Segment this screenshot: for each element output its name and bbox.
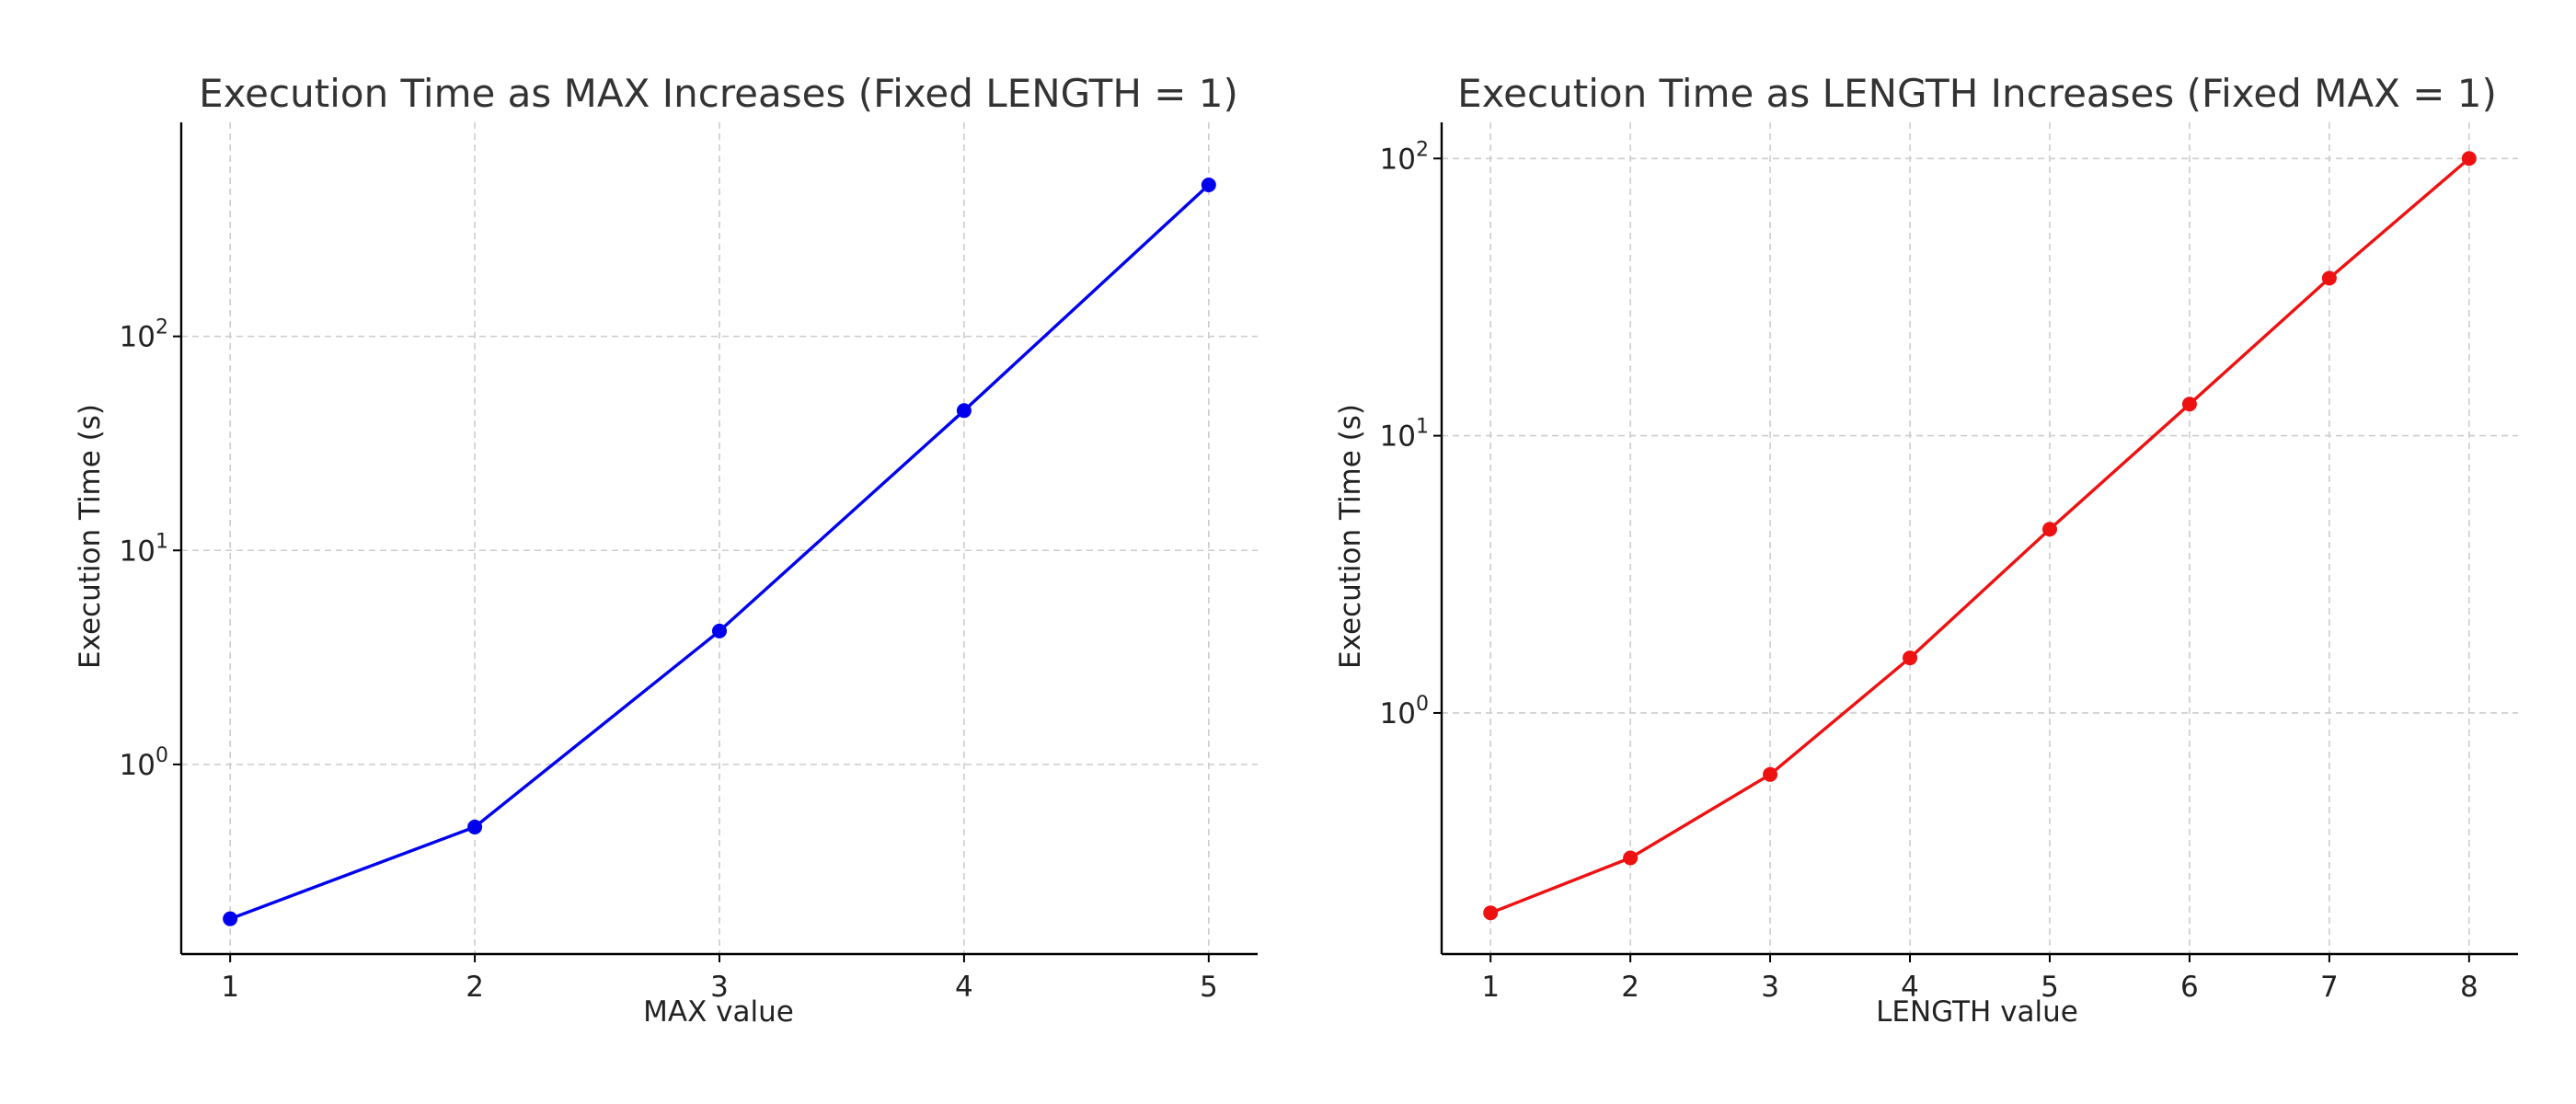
y-tick-label: 100: [120, 744, 168, 782]
x-tick-label: 3: [1761, 971, 1779, 1004]
x-tick-label: 1: [1481, 971, 1500, 1004]
x-axis-label: MAX value: [643, 995, 794, 1029]
data-point: [223, 911, 238, 926]
data-point: [1201, 178, 1216, 193]
y-tick-exponent: 2: [155, 316, 168, 339]
y-tick-exponent: 1: [155, 530, 168, 553]
chart-length: Execution Time as LENGTH Increases (Fixe…: [1334, 71, 2518, 1029]
data-point: [2181, 397, 2197, 412]
y-tick-label: 102: [1380, 138, 1429, 176]
x-tick-label: 8: [2460, 971, 2478, 1004]
y-tick-base: 10: [1380, 420, 1416, 454]
x-tick-label: 5: [1200, 971, 1218, 1004]
x-tick-label: 4: [955, 971, 973, 1004]
data-point: [712, 623, 727, 638]
data-point: [1483, 905, 1499, 921]
y-tick-label: 102: [120, 316, 168, 354]
y-tick-exponent: 0: [155, 744, 168, 767]
y-tick-base: 10: [1380, 143, 1416, 176]
data-point: [467, 819, 483, 834]
x-tick-label: 2: [1621, 971, 1639, 1004]
y-tick-base: 10: [120, 535, 155, 568]
y-tick-exponent: 0: [1416, 693, 1429, 716]
data-point: [1903, 650, 1918, 666]
y-axis-label: Execution Time (s): [1334, 404, 1367, 669]
data-point: [2321, 270, 2337, 286]
x-tick-label: 5: [2041, 971, 2059, 1004]
grid: [181, 122, 1258, 954]
y-tick-base: 10: [1380, 697, 1416, 730]
x-tick-label: 2: [466, 971, 484, 1004]
data-point: [2461, 151, 2477, 167]
y-tick-label: 101: [120, 530, 168, 568]
grid: [1442, 122, 2518, 954]
y-tick-exponent: 2: [1416, 138, 1429, 161]
chart-title: Execution Time as MAX Increases (Fixed L…: [199, 71, 1238, 116]
x-tick-label: 1: [221, 971, 239, 1004]
y-tick-base: 10: [120, 321, 155, 354]
y-axis-label: Execution Time (s): [74, 404, 107, 669]
y-tick-label: 101: [1380, 416, 1429, 454]
data-point: [2041, 522, 2057, 537]
chart-max: Execution Time as MAX Increases (Fixed L…: [74, 71, 1258, 1029]
x-tick-label: 4: [1901, 971, 1919, 1004]
y-tick-label: 100: [1380, 693, 1429, 730]
data-point: [956, 403, 972, 419]
x-tick-label: 6: [2180, 971, 2199, 1004]
x-tick-label: 3: [710, 971, 729, 1004]
y-tick-base: 10: [120, 749, 155, 782]
data-point: [1623, 850, 1639, 866]
data-point: [1763, 766, 1778, 782]
y-tick-exponent: 1: [1416, 416, 1429, 439]
chart-title: Execution Time as LENGTH Increases (Fixe…: [1457, 71, 2497, 116]
series-line: [1489, 157, 2470, 914]
x-tick-label: 7: [2320, 971, 2339, 1004]
x-axis-label: LENGTH value: [1876, 995, 2078, 1029]
